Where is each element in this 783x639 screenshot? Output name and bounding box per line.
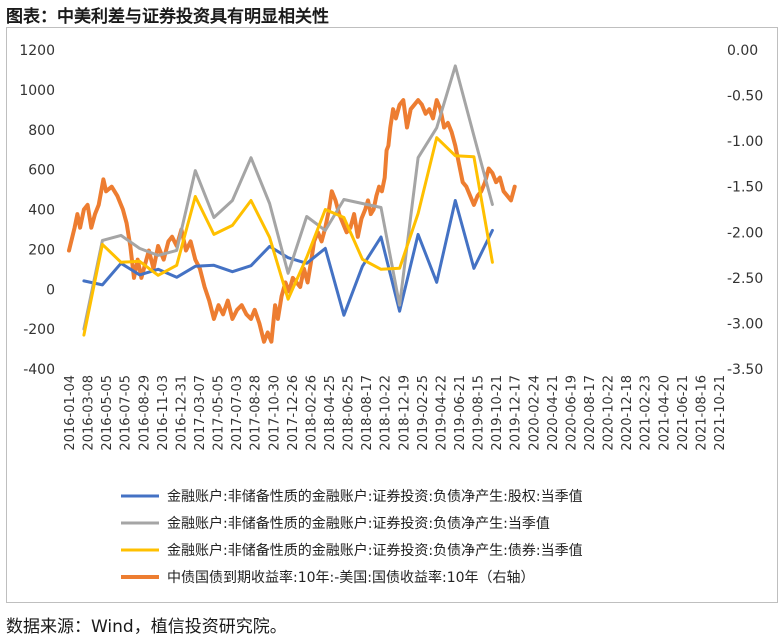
x-axis-tick-label: 2019-10-21	[490, 375, 505, 451]
series-line-3	[82, 136, 494, 337]
right-axis-tick-label: -3.50	[727, 362, 763, 378]
x-axis-tick-label: 2018-04-25	[323, 375, 338, 451]
left-axis-tick-label: 1200	[19, 43, 55, 59]
chart-title: 图表：中美利差与证券投资具有明显相关性	[6, 7, 329, 27]
x-axis-tick-label: 2021-06-21	[676, 375, 691, 451]
x-axis-tick-label: 2018-06-25	[342, 375, 357, 451]
x-axis-tick-label: 2019-06-21	[453, 375, 468, 451]
x-axis: 2016-01-04 2016-03-08 2016-05-05 2016-07-05…	[63, 375, 728, 451]
chart-frame: 1200 1000 800 600 400 200 0 -200 -400 0.00 -0.50 -1…	[6, 27, 778, 603]
source-note: 数据来源：Wind，植信投资研究院。	[6, 617, 287, 637]
x-axis-tick-label: 2017-08-28	[249, 375, 264, 451]
x-axis-tick-label: 2016-08-29	[137, 375, 152, 451]
x-axis-tick-label: 2020-10-22	[602, 375, 617, 451]
x-axis-tick-label: 2017-05-05	[212, 375, 227, 451]
x-axis-tick-label: 2018-08-17	[360, 375, 375, 451]
legend-label: 金融账户:非储备性质的金融账户:证券投资:负债净产生:当季值	[167, 515, 550, 532]
x-axis-tick-label: 2020-12-18	[620, 375, 635, 451]
x-axis-tick-label: 2016-03-08	[82, 375, 97, 451]
series-line-4	[67, 98, 517, 344]
right-axis-tick-label: -2.00	[727, 225, 763, 241]
x-axis-tick-label: 2020-02-24	[527, 375, 542, 451]
x-axis-tick-label: 2020-04-21	[546, 375, 561, 451]
left-axis-tick-label: 0	[46, 282, 55, 298]
x-axis-tick-label: 2017-07-03	[230, 375, 245, 451]
x-axis-tick-label: 2021-10-21	[713, 375, 728, 451]
right-axis-tick-label: -0.50	[727, 89, 763, 105]
x-axis-tick-label: 2016-12-31	[174, 375, 189, 451]
x-axis-tick-label: 2018-12-19	[397, 375, 412, 451]
chart-canvas: 1200 1000 800 600 400 200 0 -200 -400 0.00 -0.50 -1…	[19, 43, 763, 586]
right-axis-tick-label: -1.00	[727, 134, 763, 150]
legend-label: 中债国债到期收益率:10年:-美国:国债收益率:10年（右轴）	[167, 569, 535, 586]
legend: 金融账户:非储备性质的金融账户:证券投资:负债净产生:股权:当季值金融账户:非储…	[121, 488, 583, 586]
right-axis-tick-label: -3.00	[727, 316, 763, 332]
left-axis: 1200 1000 800 600 400 200 0 -200 -400	[19, 43, 55, 378]
legend-label: 金融账户:非储备性质的金融账户:证券投资:负债净产生:债券:当季值	[167, 542, 583, 559]
x-axis-tick-label: 2019-02-25	[416, 375, 431, 451]
right-axis-tick-label: -1.50	[727, 180, 763, 196]
x-axis-tick-label: 2016-01-04	[63, 375, 78, 451]
x-axis-tick-label: 2016-05-05	[100, 375, 115, 451]
x-axis-tick-label: 2017-12-26	[286, 375, 301, 451]
x-axis-tick-label: 2017-10-30	[267, 375, 282, 451]
x-axis-tick-label: 2021-02-23	[639, 375, 654, 451]
x-axis-tick-label: 2021-08-16	[694, 375, 709, 451]
left-axis-tick-label: 200	[28, 242, 55, 258]
x-axis-tick-label: 2019-12-17	[509, 375, 524, 451]
right-axis-tick-label: 0.00	[727, 43, 758, 59]
x-axis-tick-label: 2020-08-17	[583, 375, 598, 451]
x-axis-tick-label: 2017-03-07	[193, 375, 208, 451]
x-axis-tick-label: 2019-04-22	[434, 375, 449, 451]
x-axis-tick-label: 2018-10-22	[379, 375, 394, 451]
left-axis-tick-label: -200	[23, 322, 55, 338]
left-axis-tick-label: -400	[23, 362, 55, 378]
x-axis-tick-label: 2020-06-19	[564, 375, 579, 451]
x-axis-tick-label: 2019-08-15	[472, 375, 487, 451]
left-axis-tick-label: 600	[28, 163, 55, 179]
left-axis-tick-label: 800	[28, 123, 55, 139]
left-axis-tick-label: 400	[28, 203, 55, 219]
x-axis-tick-label: 2016-11-03	[156, 375, 171, 451]
legend-label: 金融账户:非储备性质的金融账户:证券投资:负债净产生:股权:当季值	[167, 488, 583, 505]
series-line-2	[82, 64, 494, 331]
x-axis-tick-label: 2016-07-05	[119, 375, 134, 451]
x-axis-tick-label: 2018-02-26	[304, 375, 319, 451]
right-axis: 0.00 -0.50 -1.00 -1.50 -2.00 -2.50 -3.00 -3.50	[727, 43, 763, 378]
left-axis-tick-label: 1000	[19, 83, 55, 99]
x-axis-tick-label: 2021-04-20	[657, 375, 672, 451]
plot-area	[67, 64, 517, 344]
right-axis-tick-label: -2.50	[727, 271, 763, 287]
